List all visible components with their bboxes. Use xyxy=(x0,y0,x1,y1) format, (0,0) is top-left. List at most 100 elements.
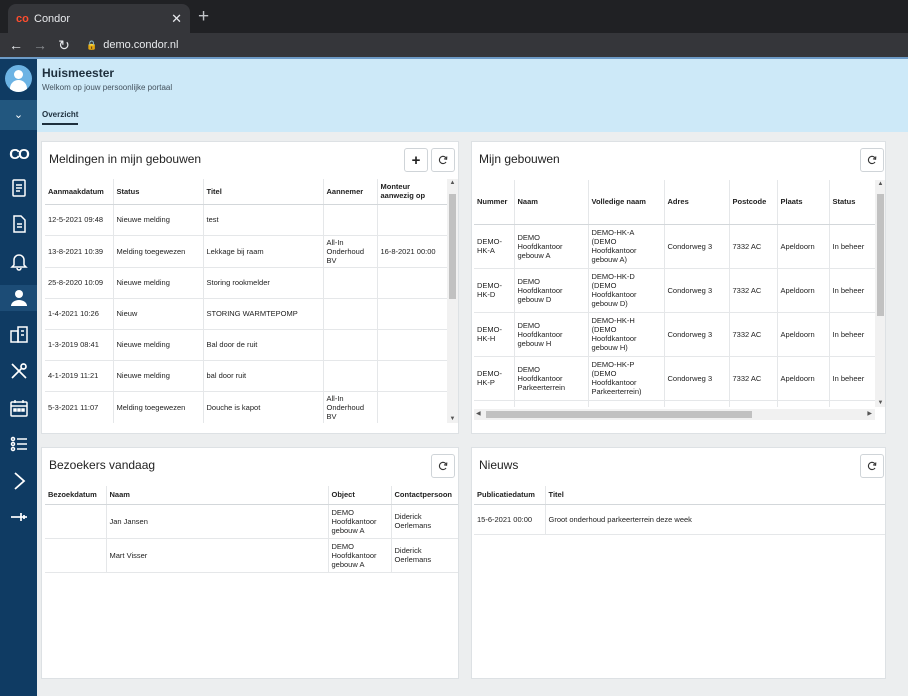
document-icon[interactable] xyxy=(0,211,37,237)
refresh-bezoekers-button[interactable] xyxy=(431,454,455,478)
column-header[interactable]: Monteur aanwezig op xyxy=(377,179,447,205)
document-list-icon[interactable] xyxy=(0,175,37,201)
scroll-left-icon[interactable]: ◀ xyxy=(476,411,481,417)
table-cell: Groot onderhoud parkeerterrein deze week xyxy=(545,504,885,535)
table-row[interactable]: DEMO-HK-H DEMO Hoofdkantoor gebouw H DEMO-… xyxy=(474,312,875,357)
gebouwen-vscrollbar[interactable]: ▲ ▼ xyxy=(875,180,885,407)
checklist-icon[interactable] xyxy=(0,431,37,457)
table-row[interactable]: 12-5-2021 09:48 Nieuwe melding test xyxy=(45,204,447,236)
column-header[interactable]: Contactpersoon xyxy=(391,486,458,505)
scroll-thumb[interactable] xyxy=(449,194,456,299)
scroll-thumb[interactable] xyxy=(486,411,752,418)
user-icon[interactable] xyxy=(0,285,37,311)
nieuws-title: Nieuws xyxy=(479,458,519,472)
table-row[interactable]: 15-6-2021 00:00 Groot onderhoud parkeerte… xyxy=(474,504,885,535)
chevron-right-icon[interactable] xyxy=(0,468,37,494)
reload-icon[interactable]: ↻ xyxy=(58,36,70,53)
column-header[interactable]: Aannemer xyxy=(323,179,378,205)
scroll-thumb[interactable] xyxy=(877,194,884,316)
table-cell: DEMO Hoofdkantoor gebouw A xyxy=(514,224,589,269)
column-header[interactable]: Status xyxy=(829,180,875,225)
forward-icon[interactable]: → xyxy=(33,37,47,53)
column-header[interactable]: Adres xyxy=(664,180,730,225)
close-tab-icon[interactable]: ✕ xyxy=(171,10,182,26)
column-header[interactable]: Titel xyxy=(545,486,885,505)
table-row[interactable]: DEMO-HK-P DEMO Hoofdkantoor Parkeerterrei… xyxy=(474,356,875,401)
table-cell: DEMO-HK-P xyxy=(474,356,515,401)
table-cell: Nieuw xyxy=(113,298,204,330)
tools-icon[interactable] xyxy=(0,358,37,384)
scroll-down-icon[interactable]: ▼ xyxy=(877,400,884,406)
meldingen-scrollbar[interactable]: ▲ ▼ xyxy=(447,179,458,423)
column-header[interactable]: Plaats xyxy=(777,180,830,225)
table-row[interactable]: DEMOPeridentieDEMO-HK-PZ In xyxy=(474,400,875,407)
back-icon[interactable]: ← xyxy=(9,37,23,53)
table-cell xyxy=(729,400,778,407)
calendar-icon[interactable] xyxy=(0,395,37,421)
scroll-right-icon[interactable]: ▶ xyxy=(867,411,872,417)
gebouwen-table-wrap: Nummer Naam Volledige naam Adres Postcode Pla… xyxy=(474,180,875,407)
meldingen-panel: Meldingen in mijn gebouwen + Aanmaakdatu… xyxy=(41,141,459,434)
table-header-row: Aanmaakdatum Status Titel Aannemer Monteur a… xyxy=(45,179,447,205)
table-row[interactable]: Jan Jansen DEMO Hoofdkantoor gebouw A Dide… xyxy=(45,504,458,539)
column-header[interactable]: Publicatiedatum xyxy=(474,486,546,505)
table-row[interactable]: 5-3-2021 11:07 Melding toegewezen Douche i… xyxy=(45,391,447,423)
browser-tab[interactable]: co Condor ✕ xyxy=(8,4,190,33)
table-cell: 7332 AC xyxy=(729,356,778,401)
column-header[interactable]: Naam xyxy=(106,486,329,505)
nieuws-panel: Nieuws Publicatiedatum Titel 15-6-2021 00… xyxy=(471,447,886,679)
column-header[interactable]: Aanmaakdatum xyxy=(45,179,114,205)
table-cell: DEMO-HK-H xyxy=(474,312,515,357)
column-header[interactable]: Titel xyxy=(203,179,324,205)
table-cell: Storing rookmelder xyxy=(203,267,324,299)
avatar[interactable] xyxy=(5,65,32,92)
table-cell: Apeldoorn xyxy=(777,224,830,269)
tab-overzicht[interactable]: Overzicht xyxy=(42,110,79,125)
scroll-down-icon[interactable]: ▼ xyxy=(449,416,456,422)
table-row[interactable]: DEMO-HK-A DEMO Hoofdkantoor gebouw A DEMO-… xyxy=(474,224,875,269)
refresh-meldingen-button[interactable] xyxy=(431,148,455,172)
column-header[interactable]: Volledige naam xyxy=(588,180,665,225)
table-row[interactable]: DEMO-HK-D DEMO Hoofdkantoor gebouw D DEMO-… xyxy=(474,268,875,313)
table-cell: DEMO Hoofdkantoor gebouw A xyxy=(328,504,392,539)
column-header[interactable]: Bezoekdatum xyxy=(45,486,107,505)
table-row[interactable]: 13-8-2021 10:39 Melding toegewezen Lekkage… xyxy=(45,235,447,268)
buildings-icon[interactable] xyxy=(0,321,37,347)
scroll-up-icon[interactable]: ▲ xyxy=(877,181,884,187)
column-header[interactable]: Naam xyxy=(514,180,589,225)
table-row[interactable]: Mart Visser DEMO Hoofdkantoor gebouw A Did… xyxy=(45,538,458,573)
pin-icon[interactable] xyxy=(0,504,37,530)
table-cell: Nieuwe melding xyxy=(113,329,204,361)
column-header[interactable]: Status xyxy=(113,179,204,205)
table-cell: DEMO Hoofdkantoor gebouw D xyxy=(514,268,589,313)
table-cell xyxy=(377,329,447,361)
bell-icon[interactable] xyxy=(0,248,37,274)
table-row[interactable]: 1-3-2019 08:41 Nieuwe melding Bal door de … xyxy=(45,329,447,361)
condor-logo-icon[interactable]: CO xyxy=(0,141,37,167)
url-field[interactable]: 🔒 demo.condor.nl xyxy=(86,39,178,51)
table-cell: Condorweg 3 xyxy=(664,312,730,357)
table-cell: Mart Visser xyxy=(106,538,329,573)
table-cell: 7332 AC xyxy=(729,268,778,313)
table-cell: test xyxy=(203,204,324,236)
add-melding-button[interactable]: + xyxy=(404,148,428,172)
table-cell: Lekkage bij raam xyxy=(203,235,324,268)
column-header[interactable]: Object xyxy=(328,486,392,505)
url-text: demo.condor.nl xyxy=(103,39,179,51)
new-tab-icon[interactable]: + xyxy=(198,6,210,27)
refresh-gebouwen-button[interactable] xyxy=(860,148,884,172)
table-cell xyxy=(323,267,378,299)
refresh-nieuws-button[interactable] xyxy=(860,454,884,478)
column-header[interactable]: Postcode xyxy=(729,180,778,225)
refresh-icon xyxy=(867,461,877,471)
gebouwen-hscrollbar[interactable]: ◀ ▶ xyxy=(474,409,875,420)
table-row[interactable]: 1-4-2021 10:26 Nieuw STORING WARMTEPOMP xyxy=(45,298,447,330)
table-cell: All-In Onderhoud BV xyxy=(323,235,378,268)
table-cell: 15-6-2021 00:00 xyxy=(474,504,546,535)
table-cell: Peridentie xyxy=(514,400,589,407)
table-row[interactable]: 25-8-2020 10:09 Nieuwe melding Storing roo… xyxy=(45,267,447,299)
scroll-up-icon[interactable]: ▲ xyxy=(449,180,456,186)
table-row[interactable]: 4-1-2019 11:21 Nieuwe melding bal door rui… xyxy=(45,360,447,392)
column-header[interactable]: Nummer xyxy=(474,180,515,225)
chevron-down-icon[interactable]: ⌄ xyxy=(0,100,37,130)
